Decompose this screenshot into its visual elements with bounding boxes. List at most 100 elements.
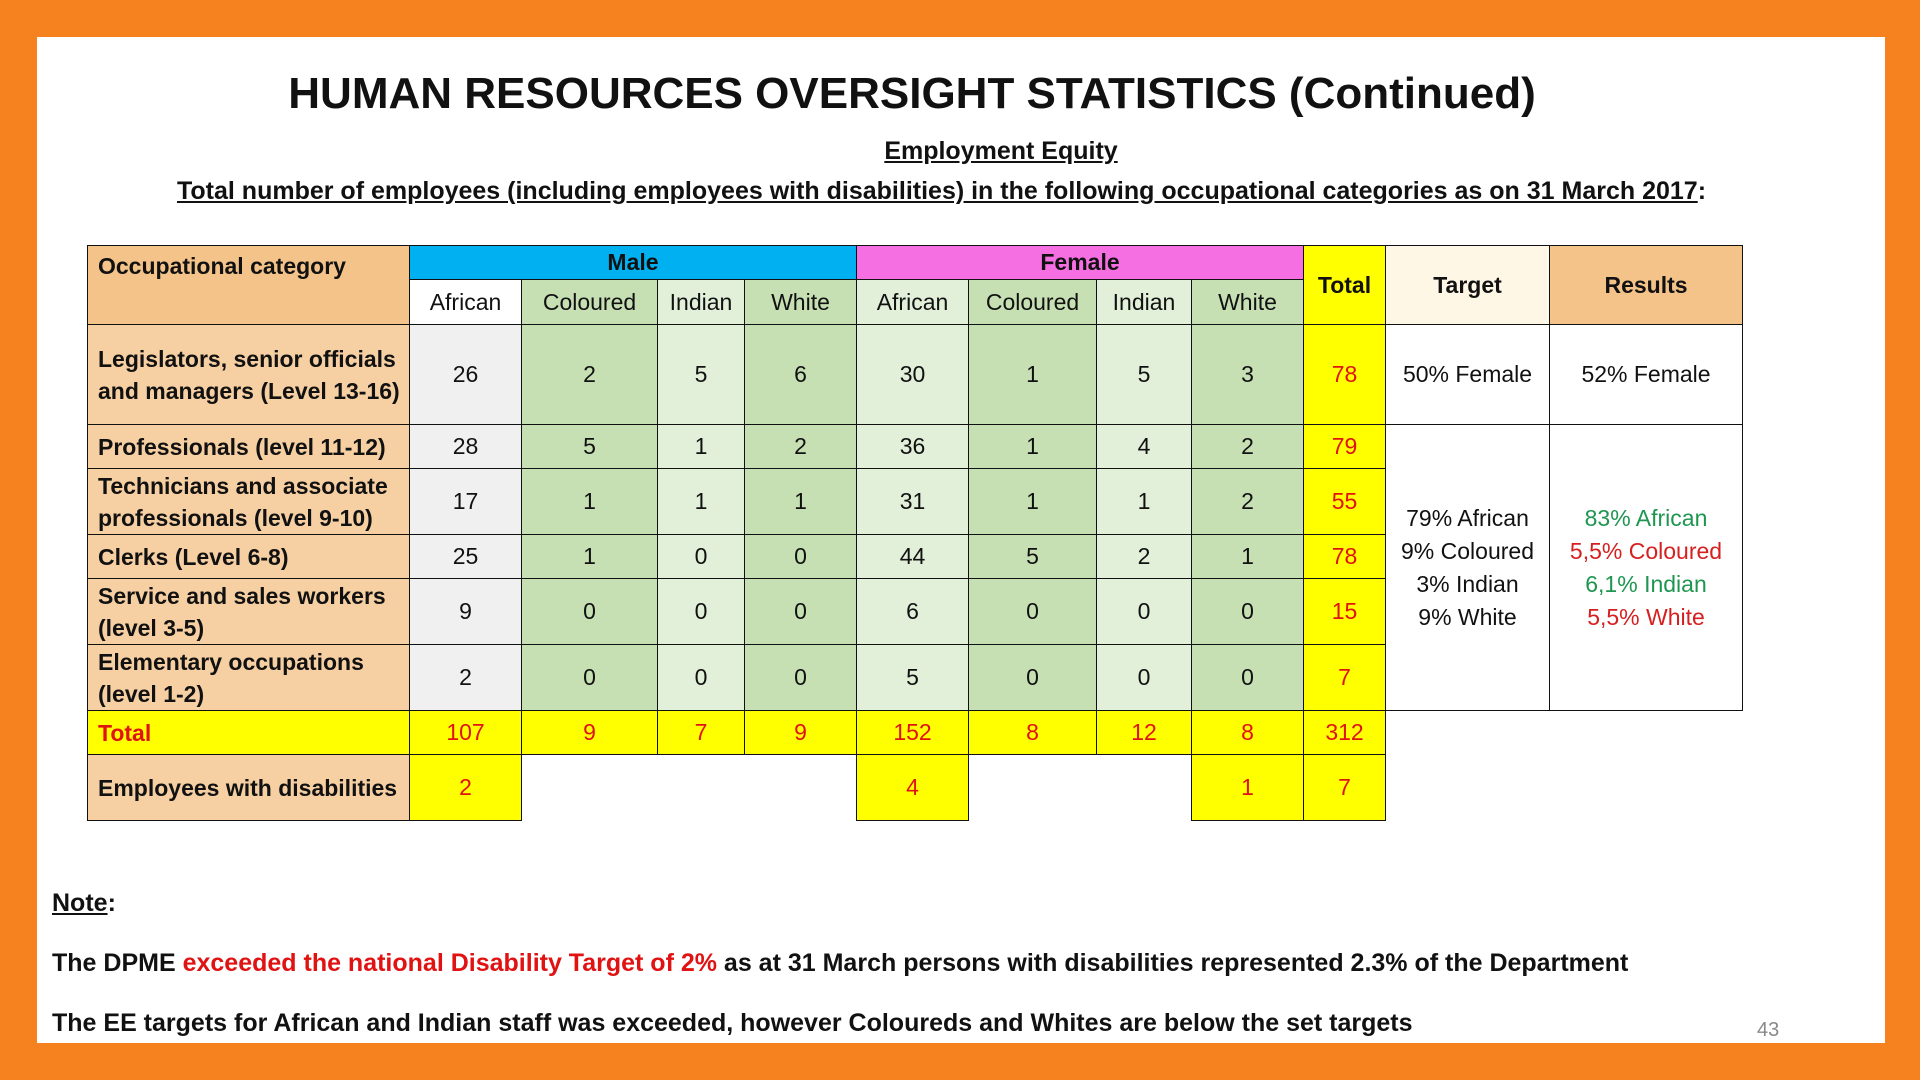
note-label-text: Note [52,889,108,917]
cell: 1 [1096,468,1192,535]
cell: 0 [521,578,658,645]
subheader-female-indian: Indian [1096,279,1192,325]
note-disability: The DPME exceeded the national Disabilit… [52,949,1628,978]
total-row: Total 107 9 7 9 152 8 12 8 312 [87,710,1743,755]
disability-label: Employees with disabilities [87,754,410,821]
table-row: Professionals (level 11-12) 28 5 1 2 36 … [87,424,1743,711]
table-row: Elementary occupations (level 1-2) 2 0 0… [87,644,1743,711]
table-row: Technicians and associate professionals … [87,468,1743,535]
cell: 8 [968,710,1097,755]
page-title: HUMAN RESOURCES OVERSIGHT STATISTICS (Co… [288,69,1536,118]
cell: 2 [409,754,522,821]
row-total: 79 [1303,424,1386,469]
cell: 5 [968,534,1097,579]
header-total: Total [1303,245,1386,325]
result-other: 83% African 5,5% Coloured 6,1% Indian 5,… [1549,424,1743,711]
cell: 0 [1191,644,1304,711]
cell: 9 [744,710,857,755]
cell: 5 [657,324,745,425]
cell: 28 [409,424,522,469]
cell: 36 [856,424,969,469]
subheader-male-coloured: Coloured [521,279,658,325]
slide: HUMAN RESOURCES OVERSIGHT STATISTICS (Co… [37,37,1885,1043]
row-total: 78 [1303,324,1386,425]
cell: 2 [1096,534,1192,579]
subheader-female-coloured: Coloured [968,279,1097,325]
target-other: 79% African 9% Coloured 3% Indian 9% Whi… [1385,424,1550,711]
target-indian: 3% Indian [1416,570,1519,597]
cell: 0 [968,644,1097,711]
intro-colon: : [1697,177,1707,205]
cell: 2 [1191,468,1304,535]
cell: 12 [1096,710,1192,755]
cell: 0 [1096,644,1192,711]
cell: 1 [744,468,857,535]
result-white: 5,5% White [1587,603,1705,630]
cell: 1 [968,468,1097,535]
cell: 0 [521,644,658,711]
cell: 7 [657,710,745,755]
cell: 1 [968,424,1097,469]
note1-highlight: exceeded the national Disability Target … [182,949,717,977]
disability-row: Employees with disabilities 2 4 1 7 [87,754,1743,821]
row-category: Clerks (Level 6-8) [87,534,410,579]
subheader-male-white: White [744,279,857,325]
cell: 26 [409,324,522,425]
header-target: Target [1385,245,1550,325]
cell: 5 [521,424,658,469]
header-male: Male [409,245,857,280]
cell: 1 [1191,754,1304,821]
row-total: 55 [1303,468,1386,535]
cell: 2 [521,324,658,425]
row-category: Elementary occupations (level 1-2) [87,644,410,711]
header-category: Occupational category [87,245,410,325]
result-indian: 6,1% Indian [1585,570,1707,597]
cell: 0 [1191,578,1304,645]
cell: 0 [657,534,745,579]
cell: 1 [521,534,658,579]
cell: 31 [856,468,969,535]
row-total: 7 [1303,644,1386,711]
cell: 6 [744,324,857,425]
subheader-female-african: African [856,279,969,325]
cell: 25 [409,534,522,579]
cell: 44 [856,534,969,579]
cell: 1 [657,468,745,535]
section-subtitle: Employment Equity [884,137,1118,165]
cell: 0 [744,644,857,711]
cell: 107 [409,710,522,755]
table-row: Clerks (Level 6-8) 25 1 0 0 44 5 2 1 78 [87,534,1743,579]
note-label: Note: [52,889,116,918]
note1-pre: The DPME [52,949,183,977]
table-intro: Total number of employees (including emp… [177,177,1797,206]
cell: 1 [521,468,658,535]
cell: 17 [409,468,522,535]
cell: 2 [744,424,857,469]
result-senior: 52% Female [1549,324,1743,425]
target-white: 9% White [1418,603,1517,630]
result-coloured: 5,5% Coloured [1569,537,1723,564]
cell: 2 [1191,424,1304,469]
cell: 0 [744,578,857,645]
target-african: 79% African [1406,504,1529,531]
cell: 2 [409,644,522,711]
cell: 0 [657,578,745,645]
note-ee-targets: The EE targets for African and Indian st… [52,1009,1413,1037]
page-number: 43 [1757,1019,1780,1041]
cell: 9 [409,578,522,645]
disability-total: 7 [1303,754,1386,821]
cell: 5 [1096,324,1192,425]
result-african: 83% African [1584,504,1708,531]
cell: 4 [856,754,969,821]
grand-total: 312 [1303,710,1386,755]
cell: 8 [1191,710,1304,755]
row-category: Technicians and associate professionals … [87,468,410,535]
cell: 1 [657,424,745,469]
note1-post: as at 31 March persons with disabilities… [716,949,1629,977]
cell: 6 [856,578,969,645]
cell: 30 [856,324,969,425]
row-category: Professionals (level 11-12) [87,424,410,469]
note-colon: : [107,889,116,917]
row-total: 15 [1303,578,1386,645]
target-coloured: 9% Coloured [1401,537,1534,564]
